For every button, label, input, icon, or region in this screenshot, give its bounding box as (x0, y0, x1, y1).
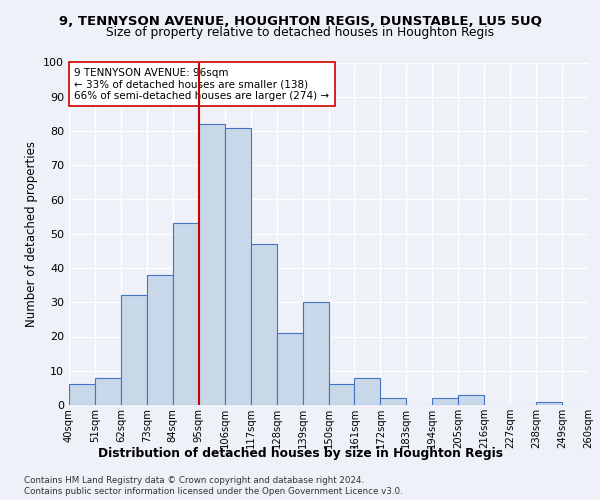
Bar (302, 302, 329, 405)
Bar (433, 398, 458, 405)
Bar (277, 333, 302, 405)
Bar (199, 124, 224, 405)
Y-axis label: Number of detached properties: Number of detached properties (25, 141, 38, 327)
Text: Contains HM Land Registry data © Crown copyright and database right 2024.: Contains HM Land Registry data © Crown c… (24, 476, 364, 485)
Bar (225, 128, 251, 405)
Text: 9 TENNYSON AVENUE: 96sqm
← 33% of detached houses are smaller (138)
66% of semi-: 9 TENNYSON AVENUE: 96sqm ← 33% of detach… (74, 68, 329, 101)
Bar (458, 394, 484, 405)
Text: Contains public sector information licensed under the Open Government Licence v3: Contains public sector information licen… (24, 487, 403, 496)
Bar (95, 378, 121, 405)
Bar (69, 384, 95, 405)
Bar (380, 398, 406, 405)
Text: Size of property relative to detached houses in Houghton Regis: Size of property relative to detached ho… (106, 26, 494, 39)
Bar (536, 402, 562, 405)
Bar (329, 384, 355, 405)
Bar (173, 224, 199, 405)
Text: 9, TENNYSON AVENUE, HOUGHTON REGIS, DUNSTABLE, LU5 5UQ: 9, TENNYSON AVENUE, HOUGHTON REGIS, DUNS… (59, 15, 541, 28)
Bar (251, 244, 277, 405)
Bar (121, 296, 147, 405)
Bar (355, 378, 380, 405)
Text: Distribution of detached houses by size in Houghton Regis: Distribution of detached houses by size … (97, 448, 503, 460)
Bar (147, 275, 173, 405)
